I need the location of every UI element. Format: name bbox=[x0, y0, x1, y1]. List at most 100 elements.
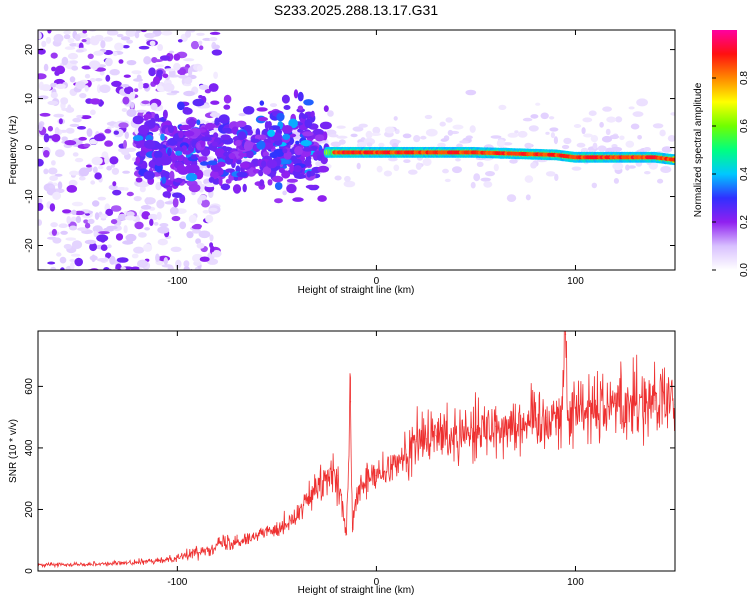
heatmap-cell bbox=[167, 147, 172, 157]
heatmap-cell bbox=[72, 152, 79, 157]
heatmap-cell bbox=[106, 165, 112, 171]
heatmap-cell bbox=[124, 86, 134, 95]
heatmap-cell bbox=[100, 16, 108, 25]
heatmap-cell bbox=[524, 175, 534, 183]
heatmap-cell bbox=[506, 194, 517, 203]
heatmap-cell bbox=[157, 226, 170, 234]
heatmap-cell bbox=[402, 133, 412, 139]
heatmap-cell bbox=[184, 30, 192, 38]
heatmap-cell bbox=[100, 40, 106, 49]
heatmap-cell bbox=[131, 70, 142, 75]
heatmap-cell bbox=[170, 90, 180, 94]
heatmap-cell bbox=[514, 130, 519, 134]
heatmap-cell bbox=[84, 85, 89, 92]
heatmap-cell bbox=[613, 178, 620, 184]
heatmap-cell bbox=[507, 132, 519, 138]
heatmap-x-tick-label: -100 bbox=[167, 276, 187, 287]
heatmap-cell bbox=[112, 51, 118, 57]
heatmap-cell bbox=[602, 106, 612, 112]
heatmap-cell bbox=[610, 146, 623, 152]
heatmap-cell bbox=[109, 255, 116, 265]
heatmap-cell bbox=[71, 65, 79, 71]
heatmap-cell bbox=[141, 211, 151, 220]
heatmap-cell bbox=[135, 156, 141, 164]
snr-y-tick-label: 0 bbox=[24, 568, 35, 574]
heatmap-cell bbox=[496, 139, 505, 148]
heatmap-cell bbox=[69, 258, 76, 262]
heatmap-cell bbox=[205, 214, 214, 224]
snr-point bbox=[435, 435, 437, 437]
heatmap-cell bbox=[57, 181, 63, 190]
heatmap-cell bbox=[317, 154, 323, 161]
heatmap-cell bbox=[317, 195, 327, 202]
heatmap-cell bbox=[530, 162, 537, 169]
heatmap-cell bbox=[212, 177, 221, 185]
heatmap-cell bbox=[133, 246, 145, 254]
heatmap-cell bbox=[101, 271, 105, 277]
heatmap-cell bbox=[72, 117, 82, 123]
heatmap-cell bbox=[408, 169, 418, 175]
heatmap-cell bbox=[455, 158, 461, 162]
heatmap-cell bbox=[41, 40, 47, 48]
heatmap-cell bbox=[109, 69, 120, 76]
heatmap-cell bbox=[209, 37, 218, 42]
heatmap-cell bbox=[53, 33, 64, 43]
heatmap-cell bbox=[420, 135, 427, 140]
heatmap-cell bbox=[105, 74, 111, 82]
heatmap-y-tick-label: -10 bbox=[24, 189, 35, 204]
heatmap-cell bbox=[657, 178, 664, 184]
heatmap-cell bbox=[300, 140, 312, 147]
heatmap-cell bbox=[78, 176, 86, 181]
heatmap-cell bbox=[358, 123, 368, 128]
heatmap-cell bbox=[366, 142, 373, 147]
heatmap-cell bbox=[282, 133, 291, 140]
heatmap-cell bbox=[160, 133, 165, 141]
heatmap-cell bbox=[118, 59, 124, 64]
heatmap-cell bbox=[238, 113, 247, 117]
heatmap-cell bbox=[134, 221, 144, 230]
snr-point bbox=[316, 490, 318, 492]
heatmap-cell bbox=[43, 63, 49, 72]
heatmap-cell bbox=[582, 117, 593, 123]
heatmap-cell bbox=[317, 165, 330, 173]
heatmap-cell bbox=[554, 173, 559, 181]
heatmap-cell bbox=[330, 141, 342, 147]
heatmap-cell bbox=[156, 85, 164, 92]
heatmap-cell bbox=[183, 58, 195, 62]
heatmap-cell bbox=[187, 67, 193, 77]
heatmap-cell bbox=[113, 21, 121, 25]
heatmap-cell bbox=[217, 161, 226, 167]
heatmap-cell bbox=[89, 36, 100, 46]
heatmap-cell bbox=[228, 152, 236, 160]
heatmap-cell bbox=[100, 19, 106, 27]
heatmap-cell bbox=[122, 96, 130, 105]
heatmap-cell bbox=[327, 110, 334, 117]
heatmap-cell bbox=[150, 102, 158, 111]
heatmap-cell bbox=[266, 159, 278, 169]
heatmap-cell bbox=[83, 143, 91, 148]
heatmap-cell bbox=[606, 116, 617, 123]
heatmap-cell bbox=[54, 126, 60, 136]
heatmap-cell bbox=[281, 94, 290, 104]
heatmap-cell bbox=[87, 53, 94, 59]
heatmap-cell bbox=[47, 100, 59, 106]
heatmap-cell bbox=[352, 126, 364, 132]
snr-point bbox=[196, 551, 198, 554]
heatmap-cell bbox=[86, 128, 93, 137]
heatmap-cell bbox=[237, 131, 247, 141]
heatmap-cell bbox=[64, 140, 76, 146]
heatmap-cell bbox=[148, 22, 152, 26]
heatmap-cell bbox=[528, 125, 539, 132]
heatmap-cell bbox=[238, 152, 249, 158]
heatmap-cell bbox=[378, 142, 385, 148]
heatmap-cell bbox=[92, 166, 98, 174]
heatmap-cell bbox=[105, 19, 110, 28]
heatmap-cell bbox=[571, 166, 582, 171]
heatmap-cell bbox=[49, 203, 56, 212]
heatmap-cell bbox=[550, 132, 556, 139]
heatmap-cell bbox=[659, 129, 666, 137]
snr-point bbox=[475, 428, 477, 431]
heatmap-cell bbox=[213, 132, 219, 139]
snr-x-tick-label: 0 bbox=[374, 577, 380, 588]
heatmap-cell bbox=[110, 205, 122, 212]
